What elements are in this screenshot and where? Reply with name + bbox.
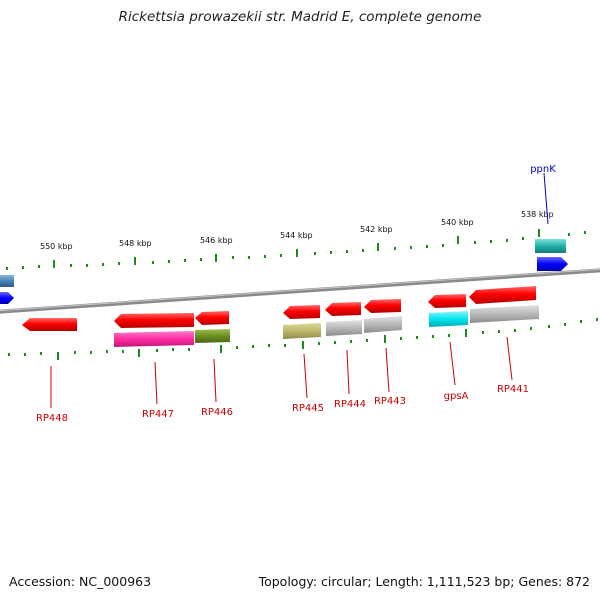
annotation-blocks	[114, 305, 539, 347]
gene-label-rp447: RP447	[142, 409, 174, 420]
leader-rp444	[346, 349, 350, 395]
block-grey-rp441	[470, 305, 539, 323]
scale-label-544kbp: 544 kbp	[280, 231, 313, 240]
gene-label-rp446: RP446	[201, 407, 233, 418]
block-magenta	[114, 331, 194, 347]
leader-rp446	[213, 358, 217, 403]
block-cyan	[429, 311, 468, 327]
genome-backbone	[0, 268, 600, 314]
block-grey-rp444	[326, 320, 362, 336]
blue-feature-left	[0, 292, 14, 304]
gene-label-rp444: RP444	[334, 399, 366, 410]
scale-label-550kbp: 550 kbp	[40, 242, 73, 251]
leader-rp441	[506, 336, 513, 381]
teal-feature	[535, 239, 566, 253]
scale-label-540kbp: 540 kbp	[441, 218, 474, 227]
gene-labels: RP448 RP447 RP446 RP445 RP444 RP443 gpsA…	[36, 164, 556, 424]
cds-arrow-rp441	[469, 286, 536, 304]
top-strand-features	[0, 239, 568, 304]
gene-label-ppnk: ppnK	[530, 164, 556, 175]
leader-rp443	[385, 347, 390, 393]
scale-label-538kbp: 538 kbp	[521, 210, 554, 219]
map-title: Rickettsia prowazekii str. Madrid E, com…	[118, 9, 482, 25]
gene-label-rp441: RP441	[497, 384, 529, 395]
gene-label-gpsa: gpsA	[444, 391, 469, 402]
scale-labels: 550 kbp 548 kbp 546 kbp 544 kbp 542 kbp …	[40, 210, 554, 251]
label-leaders	[50, 172, 549, 408]
lower-scale-ticks	[57, 329, 467, 360]
upper-scale-dots	[6, 231, 586, 270]
topology-text: Topology: circular; Length: 1,111,523 bp…	[258, 574, 590, 589]
leader-rp447	[154, 361, 158, 405]
block-grey-rp443	[364, 316, 402, 333]
cds-arrow-rp445	[283, 305, 320, 319]
steelblue-feature	[0, 275, 14, 287]
leader-rp445	[303, 353, 308, 399]
cds-arrow-rp446	[195, 311, 229, 325]
gene-label-rp445: RP445	[292, 403, 324, 414]
cds-arrow-rp444	[325, 302, 361, 316]
cds-arrow-rp447	[114, 313, 194, 328]
block-khaki	[283, 323, 321, 339]
scale-label-548kbp: 548 kbp	[119, 239, 152, 248]
cds-arrow-rp448	[22, 318, 77, 331]
upper-scale-ticks	[53, 229, 540, 268]
genome-backbone-highlight	[0, 268, 600, 312]
scale-label-546kbp: 546 kbp	[200, 236, 233, 245]
blue-feature-ppnk	[537, 257, 568, 271]
gene-label-rp443: RP443	[374, 396, 406, 407]
cds-arrow-gpsa	[428, 294, 466, 308]
block-olive	[195, 329, 230, 343]
scale-label-542kbp: 542 kbp	[360, 225, 393, 234]
lower-scale-dots	[8, 318, 598, 356]
leader-ppnk	[543, 172, 549, 225]
cds-arrows	[22, 286, 536, 331]
gene-label-rp448: RP448	[36, 413, 68, 424]
leader-gpsa	[449, 341, 456, 386]
cds-arrow-rp443	[364, 299, 401, 313]
accession-text: Accession: NC_000963	[9, 574, 152, 589]
